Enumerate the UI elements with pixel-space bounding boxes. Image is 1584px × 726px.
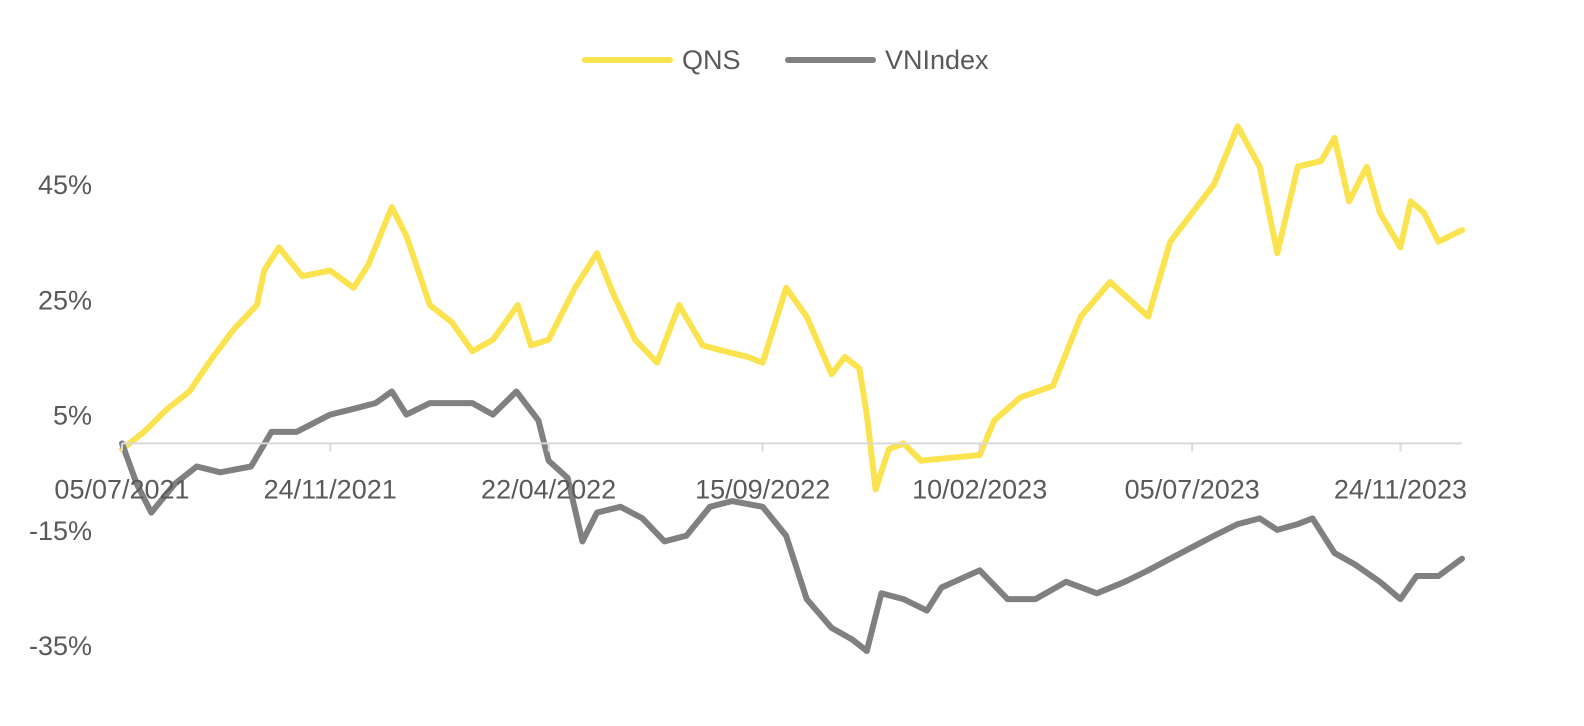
series-line-vnindex — [119, 388, 1465, 654]
series-line-qns — [119, 123, 1465, 493]
x-tick-label: 24/11/2023 — [1334, 474, 1467, 504]
y-tick-label: 25% — [38, 285, 92, 315]
x-tick-label: 24/11/2021 — [264, 474, 397, 504]
legend-label-vnindex: VNIndex — [885, 45, 989, 75]
y-tick-label: -35% — [29, 631, 92, 661]
x-tick-label: 05/07/2021 — [54, 474, 189, 504]
chart-legend: QNS VNIndex — [582, 45, 989, 75]
x-tick-label: 15/09/2022 — [695, 474, 830, 504]
legend-label-qns: QNS — [682, 45, 741, 75]
x-tick-label: 10/02/2023 — [912, 474, 1047, 504]
x-tick-label: 22/04/2022 — [481, 474, 616, 504]
y-axis-ticks: 45% 25% 5% -15% -35% — [29, 170, 92, 661]
y-tick-label: 45% — [38, 170, 92, 200]
y-tick-label: -15% — [29, 516, 92, 546]
x-axis: 05/07/2021 24/11/2021 22/04/2022 15/09/2022… — [54, 442, 1467, 504]
x-tick-label: 05/07/2023 — [1125, 474, 1260, 504]
series-layer — [119, 123, 1465, 654]
y-tick-label: 5% — [53, 401, 92, 431]
